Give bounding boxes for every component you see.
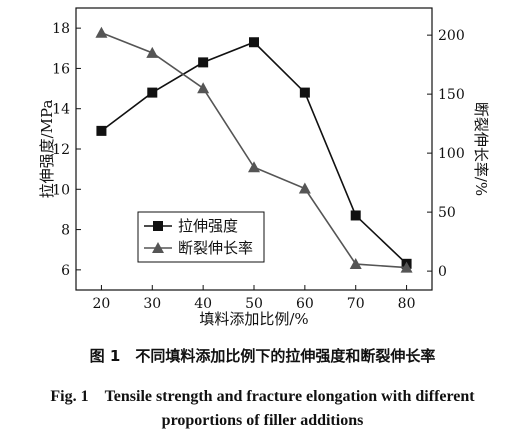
tensile-strength-point (198, 57, 209, 68)
legend-label: 拉伸强度 (178, 217, 238, 235)
tensile-strength-point (147, 87, 158, 98)
caption-chinese: 图 1 不同填料添加比例下的拉伸强度和断裂伸长率 (89, 347, 436, 365)
x-tick-label: 40 (194, 296, 212, 312)
left-tick-label: 16 (52, 61, 70, 77)
x-tick-label: 30 (143, 296, 161, 312)
left-axis-ticks: 6 8 10 12 14 16 18 (52, 21, 81, 279)
elongation-point (95, 26, 108, 38)
legend-label: 断裂伸长率 (178, 239, 253, 257)
right-tick-label: 50 (438, 205, 456, 221)
series-layer (95, 26, 413, 273)
x-axis-title: 填料添加比例/% (199, 310, 308, 328)
elongation-point (298, 182, 311, 194)
left-tick-label: 18 (52, 21, 70, 37)
legend-box (137, 211, 265, 263)
x-tick-label: 20 (93, 296, 111, 312)
caption-english-line1: Fig. 1 Tensile strength and fracture elo… (50, 388, 475, 405)
elongation-point (248, 161, 260, 173)
elongation-point (197, 82, 210, 94)
tensile-strength-point (299, 87, 310, 98)
elongation-point (400, 261, 413, 273)
tensile-strength-point (96, 125, 107, 136)
chart: 20 30 40 50 60 70 80 6 8 10 12 14 16 18 0 50 100 150 200… (38, 7, 490, 328)
x-tick-label: 50 (245, 296, 263, 312)
tensile-strength-point (350, 210, 361, 221)
right-tick-label: 200 (438, 28, 465, 44)
x-tick-label: 70 (347, 296, 365, 312)
legend-triangle-marker (152, 242, 164, 253)
legend-square-marker (153, 221, 163, 231)
right-tick-label: 150 (438, 87, 465, 103)
x-axis-ticks: 20 30 40 50 60 70 80 (93, 285, 416, 312)
elongation-point (146, 46, 159, 58)
left-tick-label: 8 (61, 223, 70, 239)
left-axis-title: 拉伸强度/MPa (38, 100, 56, 199)
x-tick-label: 60 (296, 296, 314, 312)
left-tick-label: 12 (52, 142, 70, 158)
x-tick-label: 80 (398, 296, 416, 312)
right-tick-label: 100 (438, 146, 465, 162)
caption-english-line2: proportions of filler additions (161, 412, 364, 429)
right-axis-title: 断裂伸长率/% (472, 102, 490, 196)
right-axis-ticks: 0 50 100 150 200 (427, 28, 465, 280)
left-tick-label: 10 (52, 182, 70, 198)
tensile-strength-point (249, 37, 259, 48)
elongation-point (349, 258, 362, 270)
left-tick-label: 6 (61, 263, 70, 279)
axis-labels: 填料添加比例/% 拉伸强度/MPa 断裂伸长率/% (38, 100, 490, 328)
left-tick-label: 14 (52, 102, 70, 118)
right-tick-label: 0 (438, 264, 447, 280)
